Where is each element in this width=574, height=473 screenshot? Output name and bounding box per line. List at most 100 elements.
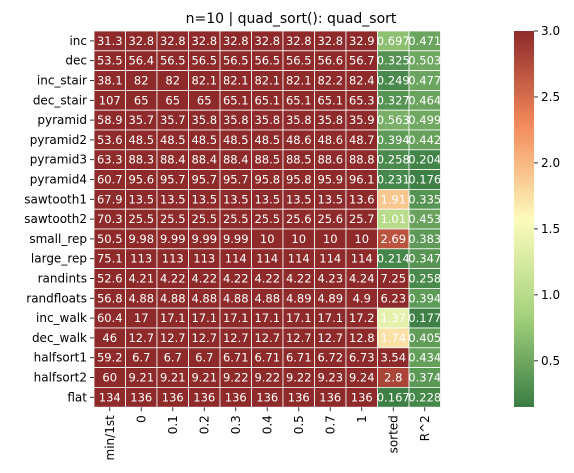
cell-label: 4.88 <box>128 291 154 305</box>
cell-label: 95.8 <box>286 173 312 187</box>
cell-label: 65.1 <box>317 93 343 107</box>
cell-label: 25.7 <box>349 212 375 226</box>
column-label: R^2 <box>418 415 432 441</box>
cell-label: 56.4 <box>128 54 154 68</box>
cell-label: 56.6 <box>317 54 343 68</box>
cell-label: 82.4 <box>349 74 375 88</box>
cell-label: 48.5 <box>191 133 217 147</box>
cell-label: 32.8 <box>254 34 280 48</box>
cell-label: 17.1 <box>254 311 280 325</box>
cell-label: 6.23 <box>380 291 406 305</box>
column-label: min/1st <box>103 415 117 461</box>
cell-label: 0.697 <box>377 34 410 48</box>
cell-label: 4.88 <box>160 291 186 305</box>
heatmap-cells: 31.3 32.8 32.8 32.8 32.8 32.8 32.8 32.8 32.9 0.69… <box>93 30 441 408</box>
cell-label: 136 <box>351 390 373 404</box>
cell-label: 0.563 <box>377 113 410 127</box>
cell-label: 88.4 <box>160 153 186 167</box>
cell-label: 12.7 <box>223 331 249 345</box>
cell-label: 136 <box>162 390 184 404</box>
row-label: flat <box>67 390 87 404</box>
cell-label: 0.499 <box>408 113 441 127</box>
cell-label: 0.434 <box>408 351 441 365</box>
cell-label: 17.1 <box>160 311 186 325</box>
column-label: 0.3 <box>229 415 243 434</box>
cell-label: 53.5 <box>97 54 123 68</box>
cell-label: 95.9 <box>317 173 343 187</box>
cell-label: 48.5 <box>223 133 249 147</box>
cell-label: 48.5 <box>128 133 154 147</box>
cell-label: 65 <box>165 93 180 107</box>
cell-label: 32.8 <box>286 34 312 48</box>
cell-label: 60 <box>102 371 117 385</box>
row-label: halfsort1 <box>34 351 87 365</box>
cell-label: 4.22 <box>223 272 249 286</box>
cell-label: 35.8 <box>254 113 280 127</box>
cell-label: 0.176 <box>408 173 441 187</box>
cell-label: 4.89 <box>286 291 312 305</box>
cell-label: 2.69 <box>380 232 406 246</box>
cell-label: 6.7 <box>164 351 182 365</box>
cell-label: 0.394 <box>377 133 410 147</box>
cell-label: 95.8 <box>254 173 280 187</box>
cell-label: 56.5 <box>160 54 186 68</box>
column-label: 0.2 <box>197 415 211 434</box>
cell-label: 35.8 <box>286 113 312 127</box>
cell-label: 114 <box>319 252 341 266</box>
cell-label: 17.1 <box>286 311 312 325</box>
cell-label: 113 <box>130 252 152 266</box>
cell-label: 82.1 <box>191 74 217 88</box>
cell-label: 32.8 <box>191 34 217 48</box>
cell-label: 59.2 <box>97 351 123 365</box>
cell-label: 4.22 <box>286 272 312 286</box>
cell-label: 9.21 <box>160 371 186 385</box>
row-label: dec <box>65 54 87 68</box>
cell-label: 0.177 <box>408 311 441 325</box>
cell-label: 0.249 <box>377 74 410 88</box>
cell-label: 9.22 <box>286 371 312 385</box>
cell-label: 17.1 <box>223 311 249 325</box>
cell-label: 82.2 <box>317 74 343 88</box>
cell-label: 4.89 <box>317 291 343 305</box>
cell-label: 82.1 <box>254 74 280 88</box>
cell-label: 25.6 <box>317 212 343 226</box>
cell-label: 0.405 <box>408 331 441 345</box>
cell-label: 4.24 <box>349 272 375 286</box>
cell-label: 32.9 <box>349 34 375 48</box>
cell-label: 88.3 <box>128 153 154 167</box>
cell-label: 56.5 <box>286 54 312 68</box>
cell-label: 65.3 <box>349 93 375 107</box>
cell-label: 9.22 <box>223 371 249 385</box>
cell-label: 9.21 <box>128 371 154 385</box>
cell-label: 60.7 <box>97 173 123 187</box>
cell-label: 46 <box>102 331 117 345</box>
colorbar-tick-label: 1.0 <box>541 288 560 302</box>
cell-label: 136 <box>130 390 152 404</box>
cell-label: 4.88 <box>191 291 217 305</box>
cell-label: 60.4 <box>97 311 123 325</box>
cell-label: 17 <box>134 311 149 325</box>
cell-label: 0.394 <box>408 291 441 305</box>
cell-label: 0.167 <box>377 390 410 404</box>
cell-label: 0.258 <box>408 272 441 286</box>
cell-label: 70.3 <box>97 212 123 226</box>
cell-label: 136 <box>288 390 310 404</box>
row-label: halfsort2 <box>34 371 87 385</box>
colorbar-tick-label: 2.5 <box>541 90 560 104</box>
cell-label: 95.7 <box>223 173 249 187</box>
row-label: sawtooth1 <box>24 192 87 206</box>
cell-label: 113 <box>193 252 215 266</box>
cell-label: 65.1 <box>223 93 249 107</box>
column-label: 0.4 <box>260 415 274 434</box>
colorbar-gradient <box>514 31 534 407</box>
cell-label: 136 <box>256 390 278 404</box>
cell-label: 82 <box>134 74 149 88</box>
cell-label: 13.6 <box>349 192 375 206</box>
cell-label: 82.1 <box>223 74 249 88</box>
cell-label: 17.1 <box>317 311 343 325</box>
cell-label: 114 <box>256 252 278 266</box>
cell-label: 0.464 <box>408 93 441 107</box>
cell-label: 12.7 <box>317 331 343 345</box>
cell-label: 82.1 <box>286 74 312 88</box>
cell-label: 35.7 <box>128 113 154 127</box>
